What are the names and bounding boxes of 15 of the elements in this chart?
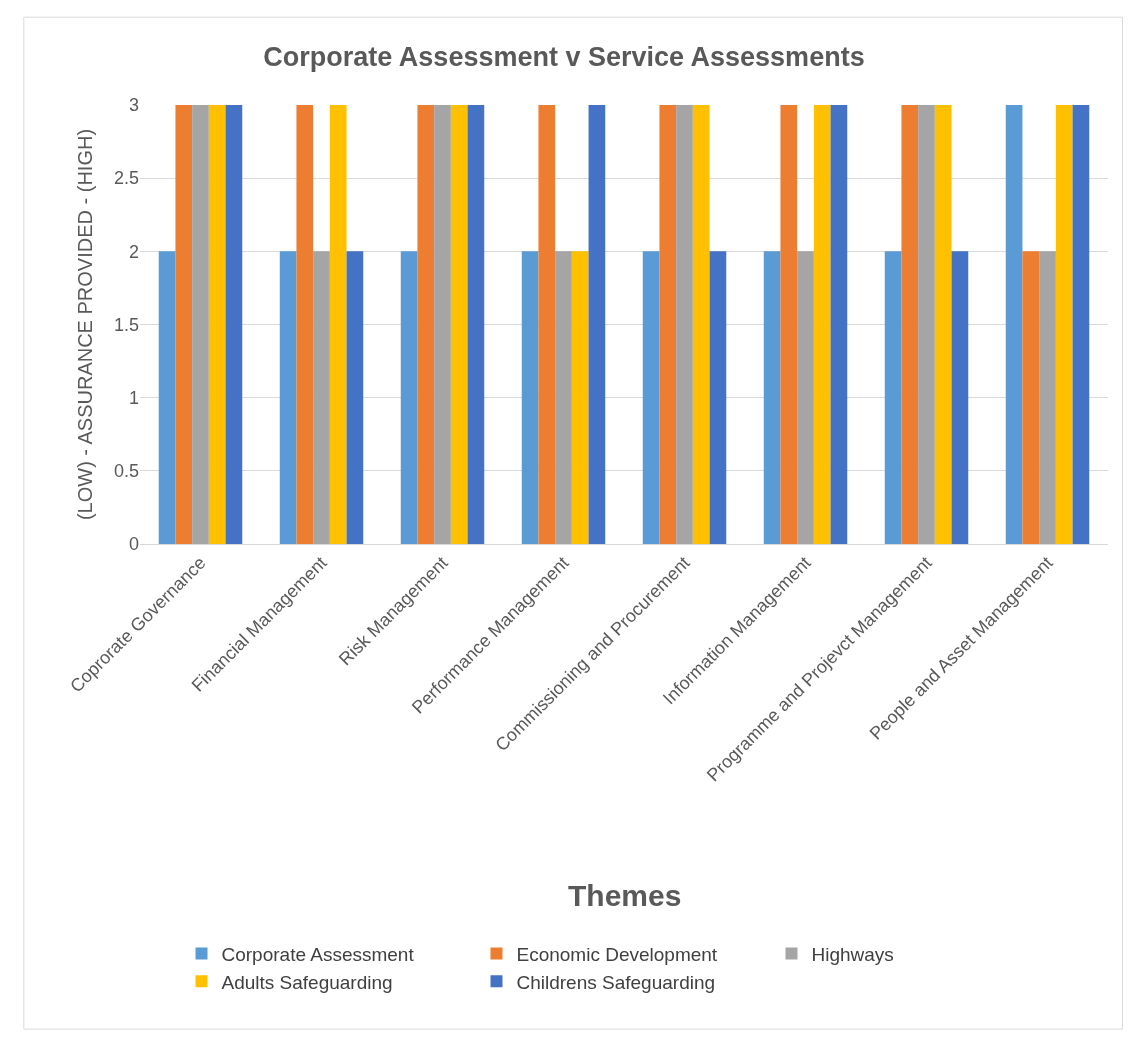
legend-label: Highways [811, 943, 894, 965]
y-axis-title: (LOW) - ASSURANCE PROVIDED - (HIGH) [74, 128, 97, 521]
y-tick-label: 1.5 [113, 314, 139, 335]
legend-label: Economic Development [516, 943, 718, 965]
y-tick-label: 2 [128, 241, 139, 262]
y-tick-label: 3 [128, 95, 139, 116]
legend-label: Corporate Assessment [221, 943, 415, 965]
legend-label: Childrens Safeguarding [516, 971, 716, 993]
chart-title: Corporate Assessment v Service Assessments [263, 41, 865, 72]
y-tick-label: 1 [128, 387, 139, 408]
x-axis-title: Themes [568, 879, 682, 912]
y-tick-label: 2.5 [113, 168, 139, 189]
y-tick-label: 0.5 [113, 461, 139, 482]
y-tick-label: 0 [128, 534, 139, 555]
legend-label: Adults Safeguarding [221, 971, 393, 993]
